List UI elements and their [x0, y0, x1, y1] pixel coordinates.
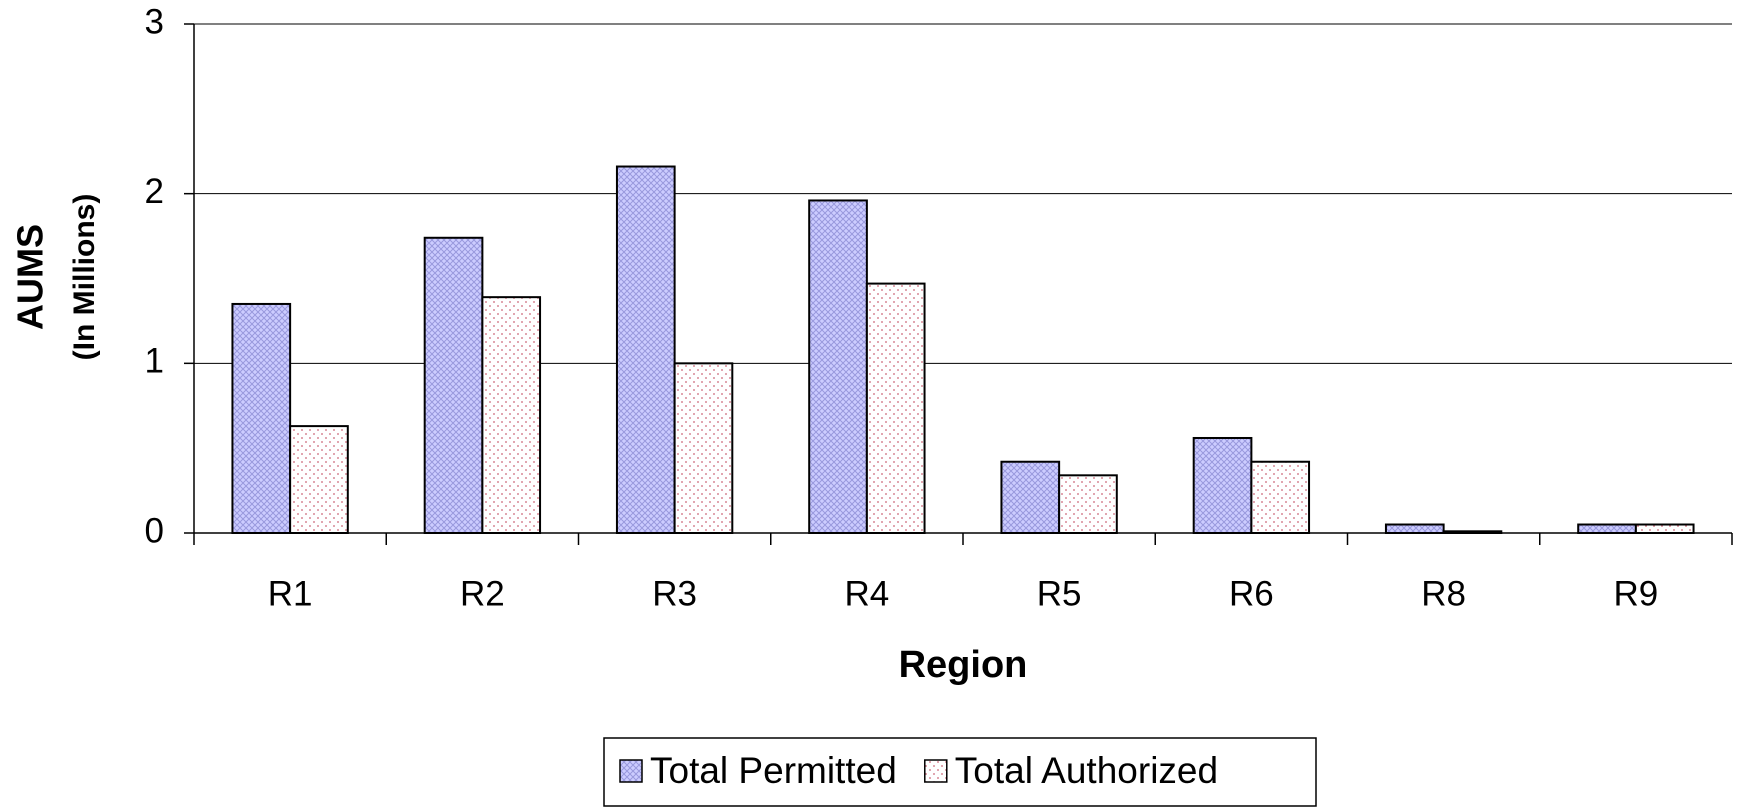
bar	[1250, 460, 1311, 534]
bar	[673, 362, 734, 535]
y-axis-title: AUMS	[10, 224, 51, 330]
bar	[615, 165, 676, 535]
bar	[1442, 530, 1503, 535]
bar	[1192, 436, 1253, 534]
bar	[231, 302, 292, 535]
x-tick-label: R4	[845, 574, 890, 613]
x-tick-label: R9	[1614, 574, 1659, 613]
bar	[808, 199, 868, 534]
x-tick-label: R5	[1037, 574, 1082, 613]
legend-label: Total Authorized	[955, 750, 1218, 791]
bar	[1058, 474, 1118, 534]
y-tick-label: 1	[145, 342, 164, 381]
legend-swatch	[924, 759, 948, 783]
bar	[865, 282, 926, 534]
x-tick-label: R6	[1229, 574, 1274, 613]
x-tick-label: R1	[268, 574, 313, 613]
y-axis-subtitle: (In Millions)	[68, 194, 101, 361]
x-tick-label: R8	[1421, 574, 1466, 613]
y-tick-label: 3	[145, 2, 164, 41]
bar	[289, 425, 349, 534]
y-tick-label: 2	[145, 172, 164, 211]
legend-swatch	[619, 759, 643, 783]
legend-label: Total Permitted	[650, 750, 897, 791]
x-axis-title: Region	[899, 644, 1028, 686]
bar	[1000, 460, 1061, 534]
y-tick-label: 0	[145, 511, 164, 550]
bar	[1634, 523, 1695, 534]
bar	[481, 296, 542, 534]
bar	[1577, 523, 1637, 534]
x-tick-label: R3	[652, 574, 697, 613]
legend-box	[603, 737, 1317, 807]
bar	[423, 236, 484, 534]
x-tick-label: R2	[460, 574, 505, 613]
bar	[1384, 523, 1445, 534]
